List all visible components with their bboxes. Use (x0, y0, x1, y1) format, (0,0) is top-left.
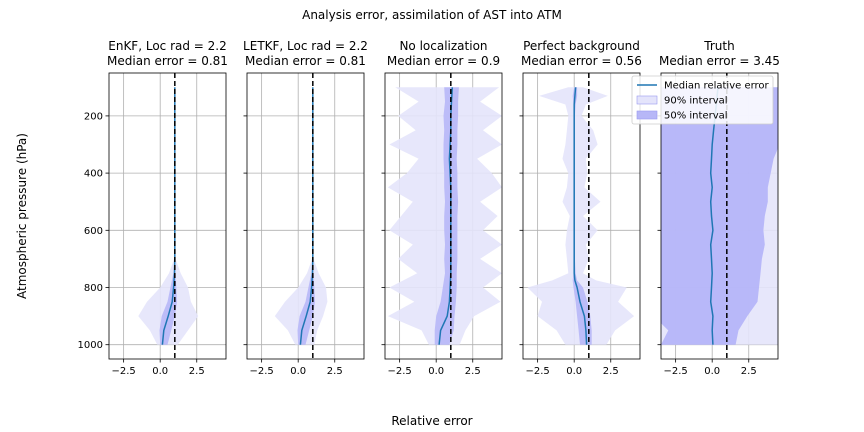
panel-frame (522, 72, 641, 360)
panel-frame (384, 72, 503, 360)
panel-title: Truth (703, 39, 734, 53)
figure-suptitle: Analysis error, assimilation of AST into… (302, 8, 562, 22)
x-tick-label: 2.5 (327, 366, 343, 377)
panel-frame (246, 72, 365, 360)
panels-group: −2.5 0.0 2.5 200 400 600 800 1000 EnKF, Loc rad … (78, 39, 780, 377)
panel-data-layer (274, 73, 328, 359)
panel-1: −2.5 0.0 2.5 200 400 600 800 1000 EnKF, Loc rad … (78, 39, 228, 377)
legend-item-label: 50% interval (664, 111, 728, 122)
panel-subtitle: Median error = 0.9 (387, 54, 500, 68)
x-tick-label: 2.5 (603, 366, 619, 377)
x-tick-label: 2.5 (189, 366, 205, 377)
panel-frame (108, 72, 227, 360)
panel-data-layer (138, 73, 199, 359)
y-tick-label: 1000 (78, 340, 103, 351)
band-90-interval (138, 87, 199, 345)
band-50-interval (297, 87, 315, 345)
x-tick-label: −2.5 (525, 366, 549, 377)
legend-item-label: Median relative error (664, 81, 770, 92)
panel-frame (660, 72, 779, 360)
panel-subtitle: Median error = 0.56 (521, 54, 642, 68)
panel-title: Perfect background (523, 39, 640, 53)
x-tick-label: 0.0 (566, 366, 582, 377)
y-tick-label: 600 (84, 226, 103, 237)
band-50-interval (661, 87, 778, 345)
x-tick-label: 2.5 (741, 366, 757, 377)
x-tick-label: −2.5 (663, 366, 687, 377)
band-90-interval (274, 87, 328, 345)
legend-frame (631, 75, 774, 125)
panel-title: No localization (399, 39, 487, 53)
panel-subtitle: Median error = 0.81 (245, 54, 366, 68)
panel-subtitle: Median error = 3.45 (659, 54, 780, 68)
y-tick-label: 400 (84, 169, 103, 180)
legend-interval-swatch (636, 110, 658, 120)
panel-title: EnKF, Loc rad = 2.2 (108, 39, 227, 53)
x-tick-label: −2.5 (387, 366, 411, 377)
panel-data-layer (661, 73, 778, 359)
legend: Median relative error 90% interval 50% int… (631, 75, 774, 125)
panel-title: LETKF, Loc rad = 2.2 (243, 39, 368, 53)
x-tick-label: −2.5 (111, 366, 135, 377)
band-90-interval (527, 87, 635, 345)
panel-data-layer (387, 73, 502, 359)
band-50-interval (434, 87, 459, 345)
x-tick-label: 0.0 (152, 366, 168, 377)
band-50-interval (159, 87, 177, 345)
x-tick-label: 0.0 (704, 366, 720, 377)
x-tick-label: 0.0 (290, 366, 306, 377)
median-line (573, 87, 588, 345)
legend-interval-swatch (636, 95, 658, 105)
figure-ylabel: Atmospheric pressure (hPa) (15, 133, 29, 299)
legend-item-label: 90% interval (664, 96, 728, 107)
panel-data-layer (527, 73, 635, 359)
x-tick-label: 0.0 (428, 366, 444, 377)
x-tick-label: −2.5 (249, 366, 273, 377)
y-tick-label: 200 (84, 111, 103, 122)
y-tick-label: 800 (84, 283, 103, 294)
figure-xlabel: Relative error (391, 414, 472, 428)
x-tick-label: 2.5 (465, 366, 481, 377)
panel-subtitle: Median error = 0.81 (107, 54, 228, 68)
median-line (709, 87, 719, 345)
